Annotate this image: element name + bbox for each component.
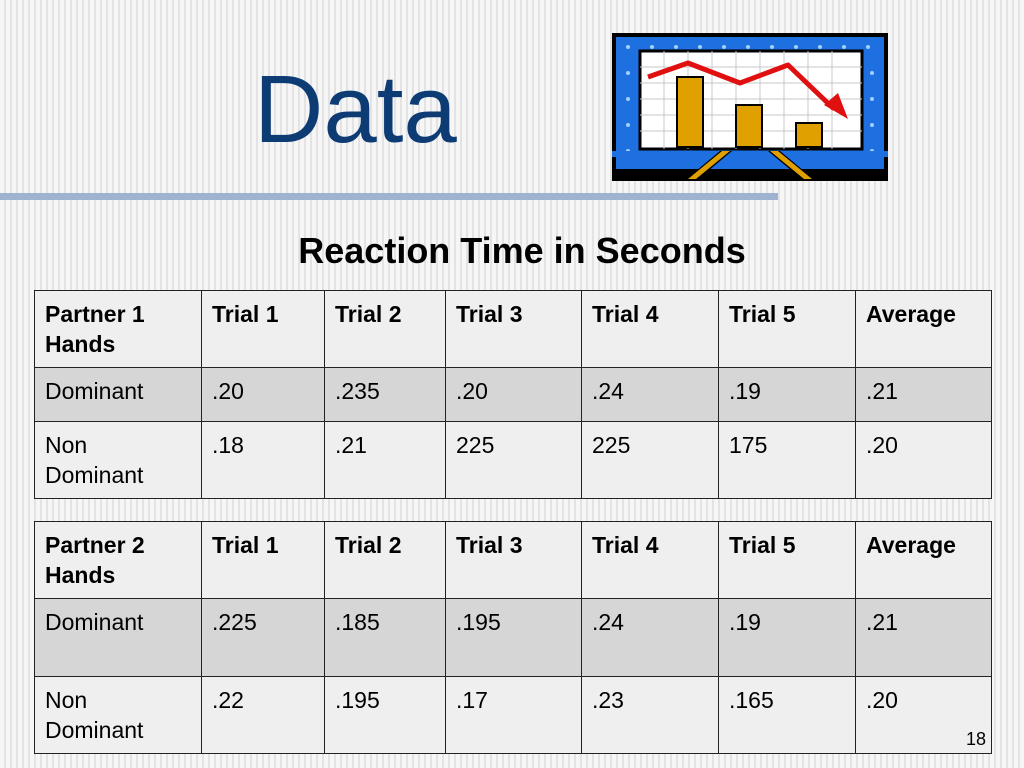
table-cell: .18 xyxy=(201,421,325,499)
title-divider xyxy=(0,193,778,200)
table-row: Non Dominant .22 .195 .17 .23 .165 .20 xyxy=(34,676,992,754)
table-cell: .21 xyxy=(855,367,992,422)
table-cell: 225 xyxy=(581,421,719,499)
table-cell: .195 xyxy=(324,676,446,754)
table-cell: .23 xyxy=(581,676,719,754)
header-cell: Trial 1 xyxy=(201,521,325,599)
table-cell: .24 xyxy=(581,598,719,677)
header-cell: Trial 5 xyxy=(718,290,856,368)
table-header-row: Partner 1 Hands Trial 1 Trial 2 Trial 3 … xyxy=(34,290,992,368)
header-cell: Trial 1 xyxy=(201,290,325,368)
table-cell: .20 xyxy=(445,367,582,422)
header-cell: Partner 2 Hands xyxy=(34,521,202,599)
header-cell: Trial 5 xyxy=(718,521,856,599)
table-cell: Dominant xyxy=(34,367,202,422)
table-row: Non Dominant .18 .21 225 225 175 .20 xyxy=(34,421,992,499)
table-cell: .21 xyxy=(855,598,992,677)
table-cell: .225 xyxy=(201,598,325,677)
table-cell: .20 xyxy=(855,421,992,499)
table-cell: .20 xyxy=(201,367,325,422)
chart-presentation-icon xyxy=(612,33,888,181)
table-cell: Non Dominant xyxy=(34,421,202,499)
header-cell: Average xyxy=(855,290,992,368)
table-cell: Dominant xyxy=(34,598,202,677)
table-row: Dominant .225 .185 .195 .24 .19 .21 xyxy=(34,598,992,677)
header-cell: Average xyxy=(855,521,992,599)
table-cell: 225 xyxy=(445,421,582,499)
table-cell: .19 xyxy=(718,598,856,677)
table-cell: .165 xyxy=(718,676,856,754)
table-header-row: Partner 2 Hands Trial 1 Trial 2 Trial 3 … xyxy=(34,521,992,599)
header-cell: Trial 2 xyxy=(324,290,446,368)
table-cell: .185 xyxy=(324,598,446,677)
table-cell: .235 xyxy=(324,367,446,422)
header-cell: Partner 1 Hands xyxy=(34,290,202,368)
table-cell: .20 xyxy=(855,676,992,754)
page-number: 18 xyxy=(966,729,987,749)
table-row: Dominant .20 .235 .20 .24 .19 .21 xyxy=(34,367,992,422)
table-cell: .195 xyxy=(445,598,582,677)
header-cell: Trial 2 xyxy=(324,521,446,599)
table-caption: Reaction Time in Seconds xyxy=(298,230,746,271)
table-cell: .24 xyxy=(581,367,719,422)
table-cell: .19 xyxy=(718,367,856,422)
slide-title: Data xyxy=(254,56,457,163)
header-cell: Trial 4 xyxy=(581,290,719,368)
partner-1-table: Partner 1 Hands Trial 1 Trial 2 Trial 3 … xyxy=(34,290,992,499)
table-cell: .22 xyxy=(201,676,325,754)
header-cell: Trial 3 xyxy=(445,290,582,368)
partner-2-table: Partner 2 Hands Trial 1 Trial 2 Trial 3 … xyxy=(34,521,992,754)
table-cell: .17 xyxy=(445,676,582,754)
table-cell: .21 xyxy=(324,421,446,499)
table-cell: Non Dominant xyxy=(34,676,202,754)
table-cell: 175 xyxy=(718,421,856,499)
header-cell: Trial 4 xyxy=(581,521,719,599)
header-cell: Trial 3 xyxy=(445,521,582,599)
